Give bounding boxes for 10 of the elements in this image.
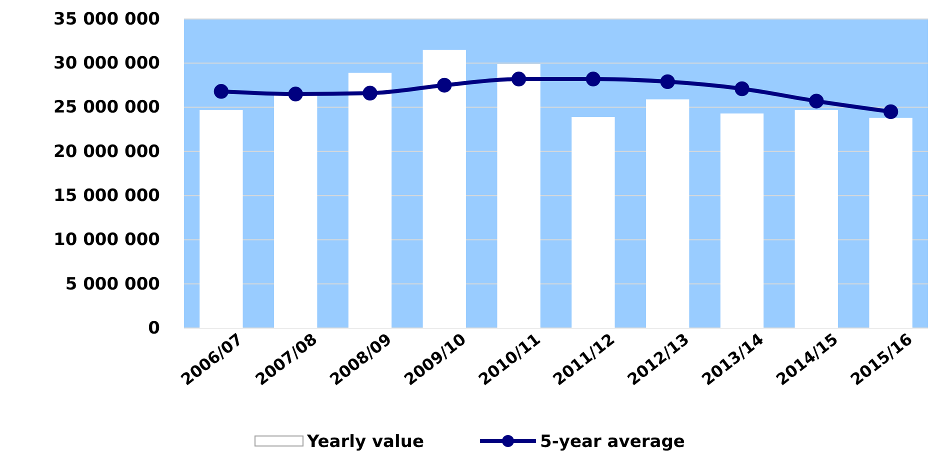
y-tick-label: 5 000 000 [65, 274, 160, 294]
y-tick-label: 0 [148, 318, 160, 338]
legend-label: 5-year average [540, 432, 685, 452]
y-tick-label: 25 000 000 [54, 98, 160, 118]
y-tick-label: 15 000 000 [54, 186, 160, 206]
y-tick-label: 35 000 000 [54, 9, 160, 30]
legend-label: Yearly value [306, 432, 424, 452]
y-tick-label: 20 000 000 [54, 142, 160, 162]
y-tick-label: 30 000 000 [54, 54, 160, 74]
y-tick-label: 10 000 000 [54, 230, 160, 250]
